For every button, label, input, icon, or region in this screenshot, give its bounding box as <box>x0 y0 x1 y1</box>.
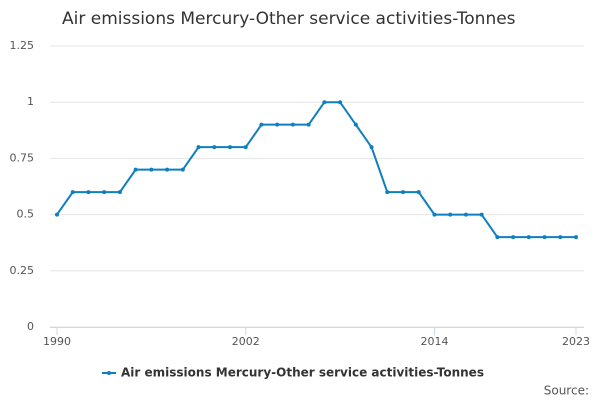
y-tick-label: 1 <box>27 95 34 108</box>
point <box>463 212 468 217</box>
source: Source: <box>544 384 589 398</box>
point <box>228 145 232 150</box>
point <box>353 122 358 127</box>
point <box>574 235 578 240</box>
point <box>432 212 437 217</box>
point <box>259 122 264 127</box>
chart-title: Air emissions Mercury-Other service acti… <box>62 9 516 29</box>
point <box>511 235 516 240</box>
point <box>180 167 185 172</box>
point <box>416 190 421 195</box>
point <box>55 212 59 217</box>
point <box>558 235 563 240</box>
legend-label: Air emissions Mercury-Other service acti… <box>121 366 484 380</box>
y-tick-label: 1.25 <box>10 39 35 52</box>
y-tick-label: 0 <box>27 320 34 333</box>
point <box>385 190 390 195</box>
point <box>526 235 531 240</box>
point <box>149 167 154 172</box>
point <box>117 190 122 195</box>
point <box>212 145 217 150</box>
point <box>338 100 343 105</box>
point <box>196 145 201 150</box>
x-tick-label: 2023 <box>562 335 590 348</box>
point <box>369 145 374 150</box>
y-tick-label: 0.75 <box>10 151 35 164</box>
point <box>86 190 91 195</box>
point <box>306 122 311 127</box>
point <box>448 212 453 217</box>
y-tick-label: 0.5 <box>17 208 35 221</box>
x-tick-label: 1990 <box>43 335 71 348</box>
point <box>70 190 75 195</box>
point <box>275 122 280 127</box>
point <box>479 212 484 217</box>
x-tick-label: 2002 <box>232 335 260 348</box>
legend-symbol <box>107 371 111 375</box>
x-tick-label: 2014 <box>420 335 448 348</box>
point <box>290 122 295 127</box>
point <box>401 190 405 195</box>
point <box>165 167 170 172</box>
series-line <box>56 101 576 239</box>
point <box>133 167 138 172</box>
point <box>322 100 327 105</box>
point <box>243 145 248 150</box>
point <box>542 235 547 240</box>
point <box>495 235 500 240</box>
point <box>102 190 107 195</box>
y-tick-label: 0.25 <box>10 264 35 277</box>
